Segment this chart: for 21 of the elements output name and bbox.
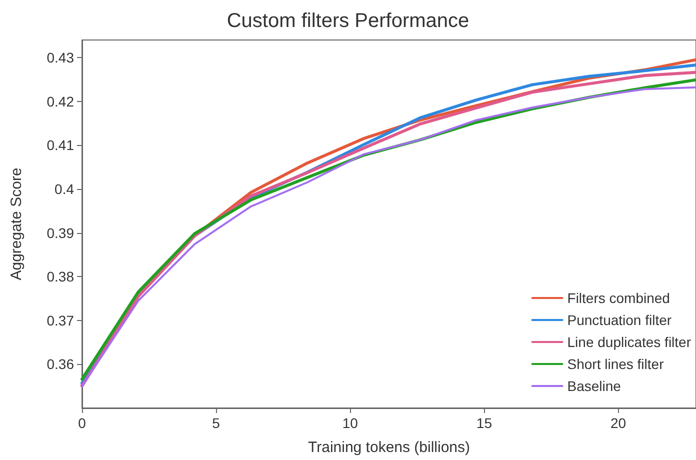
y-tick-label: 0.39 [46, 224, 74, 241]
legend-label: Line duplicates filter [567, 334, 692, 350]
y-tick-label: 0.42 [46, 93, 74, 110]
chart-title: Custom filters Performance [226, 10, 470, 32]
y-tick-label: 0.43 [46, 50, 74, 66]
legend-label: Short lines filter [567, 356, 664, 372]
x-tick-label: 10 [342, 415, 358, 431]
y-axis-title: Aggregate Score [8, 168, 25, 280]
x-tick-label: 5 [212, 415, 220, 431]
y-tick-label: 0.37 [46, 312, 74, 328]
y-tick-label: 0.36 [46, 356, 74, 372]
x-axis-title: Training tokens (billions) [308, 439, 470, 456]
y-tick-label: 0.4 [54, 180, 74, 197]
y-tick-label: 0.41 [46, 137, 74, 154]
legend-label: Punctuation filter [567, 312, 672, 328]
x-tick-label: 0 [78, 415, 86, 431]
y-tick-label: 0.38 [46, 268, 74, 285]
x-tick-label: 15 [476, 415, 492, 431]
legend-label: Filters combined [567, 290, 670, 306]
legend-label: Baseline [567, 378, 622, 394]
x-tick-label: 20 [610, 415, 626, 431]
